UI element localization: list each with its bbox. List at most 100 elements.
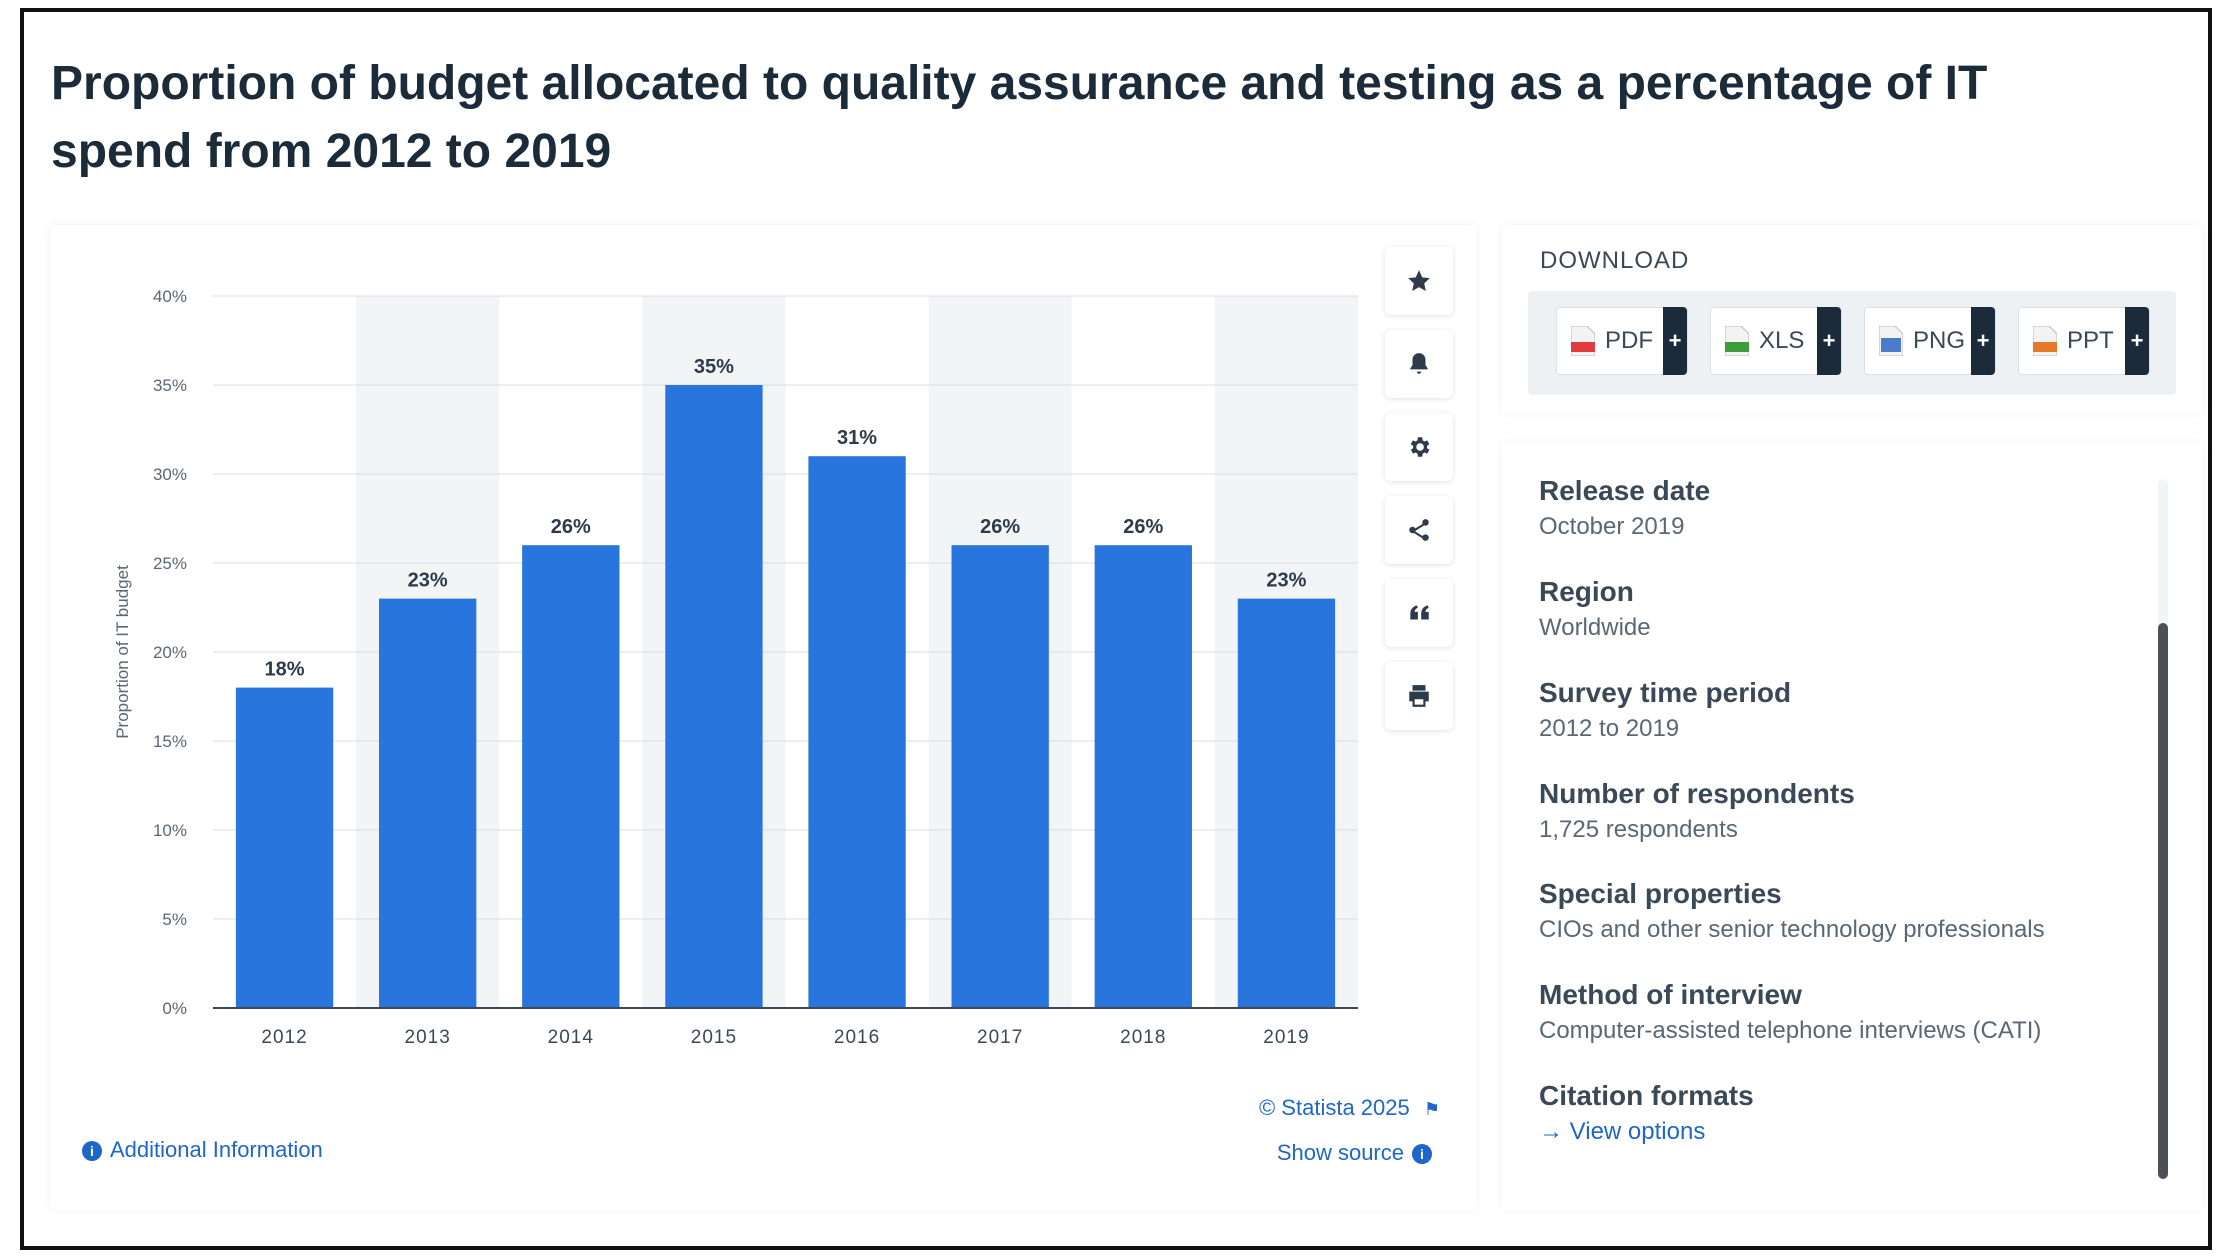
x-tick-label: 2015 bbox=[691, 1027, 737, 1048]
show-source-link[interactable]: Show source i bbox=[1240, 1140, 1440, 1166]
data-label: 26% bbox=[980, 516, 1020, 538]
statista-credit[interactable]: © Statista 2025 ⚑ bbox=[1240, 1095, 1440, 1121]
y-tick-label: 35% bbox=[153, 376, 187, 395]
respondents-value: 1,725 respondents bbox=[1539, 816, 1738, 843]
download-pdf-button[interactable]: PDF + bbox=[1556, 307, 1688, 375]
download-xls-button[interactable]: XLS + bbox=[1710, 307, 1842, 375]
data-label: 23% bbox=[408, 570, 448, 592]
citation-label: Citation formats bbox=[1539, 1080, 1754, 1111]
png-file-icon bbox=[1878, 325, 1904, 357]
region-section: Region Worldwide bbox=[1539, 574, 1651, 646]
bar-chart: 0% 5% 10% 15% 20% 25% 30% 35% 40% Proportion of I… bbox=[113, 287, 1358, 1048]
share-icon bbox=[1409, 519, 1429, 541]
bar bbox=[951, 545, 1049, 1008]
png-label: PNG bbox=[1913, 327, 1966, 354]
data-label: 26% bbox=[551, 516, 591, 538]
x-tick-label: 2013 bbox=[405, 1027, 451, 1048]
chart-toolbar bbox=[1385, 247, 1453, 745]
info-panel: Release date October 2019 Region Worldwi… bbox=[1502, 443, 2202, 1210]
method-value: Computer-assisted telephone interviews (… bbox=[1539, 1017, 2042, 1044]
release-date-label: Release date bbox=[1539, 475, 1711, 506]
y-tick-label: 15% bbox=[153, 732, 187, 751]
y-tick-label: 20% bbox=[153, 643, 187, 662]
ppt-file-icon bbox=[2032, 325, 2058, 357]
y-tick-label: 25% bbox=[153, 554, 187, 573]
xls-file-icon bbox=[1724, 325, 1750, 357]
notification-button[interactable] bbox=[1385, 330, 1453, 398]
bar bbox=[1237, 598, 1336, 1008]
favorite-button[interactable] bbox=[1385, 247, 1453, 315]
data-label: 35% bbox=[694, 356, 734, 378]
download-ppt-button[interactable]: PPT + bbox=[2018, 307, 2150, 375]
special-properties-label: Special properties bbox=[1539, 878, 1782, 909]
show-source-text: Show source bbox=[1276, 1140, 1404, 1165]
y-tick-label: 10% bbox=[153, 821, 187, 840]
special-properties-section: Special properties CIOs and other senior… bbox=[1539, 876, 2045, 948]
x-tick-label: 2014 bbox=[548, 1027, 594, 1048]
method-section: Method of interview Computer-assisted te… bbox=[1539, 977, 2041, 1049]
special-properties-value: CIOs and other senior technology profess… bbox=[1539, 916, 2045, 943]
region-label: Region bbox=[1539, 576, 1634, 607]
data-label: 23% bbox=[1266, 570, 1306, 592]
print-button[interactable] bbox=[1385, 662, 1453, 730]
star-icon bbox=[1408, 270, 1430, 291]
survey-period-section: Survey time period 2012 to 2019 bbox=[1539, 675, 1791, 747]
quote-icon bbox=[1410, 605, 1429, 620]
page-title: Proportion of budget allocated to qualit… bbox=[51, 57, 1988, 178]
info-icon: i bbox=[1412, 1144, 1432, 1164]
plus-icon: + bbox=[2125, 307, 2149, 375]
method-label: Method of interview bbox=[1539, 979, 1802, 1010]
scrollbar-thumb[interactable] bbox=[2158, 623, 2168, 1179]
pdf-icon-band bbox=[1571, 342, 1595, 352]
y-tick-label: 40% bbox=[153, 287, 187, 306]
download-png-button[interactable]: PNG + bbox=[1864, 307, 1996, 375]
additional-information-text: Additional Information bbox=[110, 1137, 323, 1162]
arrow-right-icon: → bbox=[1539, 1118, 1563, 1145]
pdf-file-icon bbox=[1570, 325, 1596, 357]
xls-icon-band bbox=[1725, 342, 1749, 352]
y-tick-label: 0% bbox=[162, 999, 187, 1018]
download-panel: DOWNLOAD PDF + XLS + PNG + PPT + bbox=[1502, 225, 2202, 413]
plus-icon: + bbox=[1971, 307, 1995, 375]
view-options-text: View options bbox=[1569, 1118, 1706, 1145]
credit-text: © Statista 2025 bbox=[1258, 1095, 1410, 1120]
info-icon: i bbox=[82, 1141, 102, 1161]
plus-icon: + bbox=[1817, 307, 1841, 375]
region-value: Worldwide bbox=[1539, 614, 1651, 641]
bar bbox=[235, 687, 334, 1008]
data-label: 31% bbox=[837, 427, 877, 449]
flag-icon: ⚑ bbox=[1423, 1099, 1440, 1119]
view-options-link[interactable]: → View options bbox=[1539, 1114, 1754, 1150]
chart-card: 0% 5% 10% 15% 20% 25% 30% 35% 40% Proportion of I… bbox=[50, 225, 1476, 1210]
share-button[interactable] bbox=[1385, 496, 1453, 564]
x-tick-label: 2018 bbox=[1120, 1027, 1166, 1048]
bar bbox=[1094, 545, 1192, 1008]
bar bbox=[379, 598, 477, 1008]
print-icon bbox=[1409, 685, 1429, 707]
bar bbox=[665, 385, 763, 1008]
bell-icon bbox=[1410, 353, 1428, 374]
pdf-label: PDF bbox=[1605, 327, 1653, 354]
survey-period-value: 2012 to 2019 bbox=[1539, 715, 1680, 742]
respondents-section: Number of respondents 1,725 respondents bbox=[1539, 776, 1855, 848]
y-axis-label: Proportion of IT budget bbox=[113, 565, 132, 739]
gear-icon bbox=[1410, 437, 1430, 457]
x-tick-label: 2016 bbox=[834, 1027, 880, 1048]
download-title: DOWNLOAD bbox=[1540, 247, 1690, 274]
ppt-icon-band bbox=[2033, 342, 2057, 352]
xls-label: XLS bbox=[1759, 327, 1805, 354]
respondents-label: Number of respondents bbox=[1539, 778, 1855, 809]
x-tick-label: 2012 bbox=[261, 1027, 307, 1048]
bar bbox=[522, 545, 620, 1008]
release-date-section: Release date October 2019 bbox=[1539, 473, 1710, 545]
plus-icon: + bbox=[1663, 307, 1687, 375]
data-label: 26% bbox=[1123, 516, 1163, 538]
release-date-value: October 2019 bbox=[1539, 513, 1685, 540]
cite-button[interactable] bbox=[1385, 579, 1453, 647]
settings-button[interactable] bbox=[1385, 413, 1453, 481]
citation-section: Citation formats → View options bbox=[1539, 1078, 1754, 1150]
bar bbox=[808, 456, 906, 1008]
y-tick-label: 5% bbox=[162, 910, 187, 929]
additional-information-link[interactable]: i Additional Information bbox=[82, 1137, 323, 1163]
data-label: 18% bbox=[265, 659, 305, 681]
